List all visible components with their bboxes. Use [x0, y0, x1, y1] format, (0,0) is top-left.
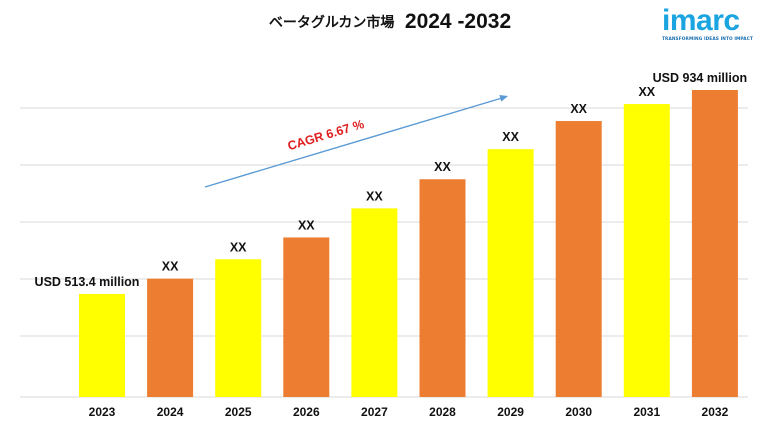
value-label-2031: XX [638, 85, 655, 99]
x-tick-2023: 2023 [89, 405, 116, 419]
value-label-2026: XX [298, 218, 315, 232]
bar-2024 [147, 278, 194, 397]
bar-2030 [555, 121, 602, 397]
bars [79, 90, 738, 398]
x-tick-2031: 2031 [633, 405, 660, 419]
x-tick-2029: 2029 [497, 405, 524, 419]
bar-2026 [283, 237, 330, 397]
value-label-2030: XX [570, 102, 587, 116]
x-tick-2027: 2027 [361, 405, 388, 419]
bar-2031 [623, 104, 670, 398]
value-label-2023: USD 513.4 million [35, 275, 140, 289]
value-label-2027: XX [366, 189, 383, 203]
cagr-label: CAGR 6.67 % [286, 117, 366, 153]
bar-2032 [691, 90, 738, 397]
trend-arrow-head [499, 94, 508, 102]
value-label-2028: XX [434, 160, 451, 174]
bar-2025 [215, 259, 262, 397]
x-tick-2028: 2028 [429, 405, 456, 419]
x-tick-2025: 2025 [225, 405, 252, 419]
bar-2027 [351, 208, 398, 397]
trend-arrow-line [204, 97, 503, 188]
title-text-jp: ベータグルカン市場 [268, 15, 395, 31]
value-label-2032: USD 934 million [653, 71, 747, 85]
x-tick-2026: 2026 [293, 405, 320, 419]
cagr-trend: CAGR 6.67 % [204, 94, 508, 188]
bar-2029 [487, 149, 534, 397]
x-tick-2024: 2024 [157, 405, 184, 419]
title-years: 2024 -2032 [404, 10, 512, 33]
value-label-2029: XX [502, 130, 519, 144]
bar-2023 [79, 294, 125, 397]
x-tick-2032: 2032 [702, 405, 729, 419]
chart-title: ベータグルカン市場 2024 -2032 [230, 10, 550, 34]
logo-tagline: TRANSFORMING IDEAS INTO IMPACT [662, 37, 753, 42]
logo-wordmark: imarc [662, 4, 740, 37]
bar-2028 [419, 179, 466, 397]
x-tick-labels: 2023 2024 2025 2026 2027 2028 2029 2030 2031 2032 [89, 405, 729, 419]
imarc-logo: imarc TRANSFORMING IDEAS INTO IMPACT [662, 6, 762, 46]
x-tick-2030: 2030 [565, 405, 592, 419]
value-label-2025: XX [230, 240, 247, 254]
value-label-2024: XX [162, 260, 179, 274]
